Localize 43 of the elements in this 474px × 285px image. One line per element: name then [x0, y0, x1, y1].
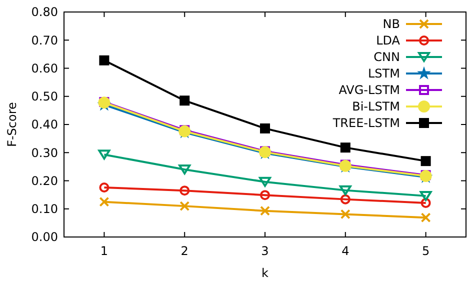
y-tick-label: 0.50 — [31, 90, 58, 104]
y-tick-label: 0.70 — [31, 33, 58, 48]
y-tick-label: 0.10 — [31, 202, 58, 216]
y-tick-label: 0.30 — [31, 146, 58, 160]
x-tick-label: 3 — [261, 244, 269, 258]
point — [260, 190, 270, 200]
point — [340, 194, 350, 204]
y-tick-label: 0.80 — [31, 5, 58, 20]
point — [178, 164, 191, 174]
point — [420, 156, 431, 166]
point — [340, 209, 350, 220]
point — [340, 142, 350, 153]
y-tick-label: 0.20 — [31, 174, 58, 188]
legend-label: CNN — [374, 50, 400, 64]
legend-label: AVG-LSTM — [338, 83, 400, 98]
point — [260, 206, 270, 216]
legend-label: LDA — [376, 34, 401, 48]
point — [99, 196, 110, 207]
x-axis-title: k — [262, 266, 269, 280]
legend-label: LSTM — [368, 66, 400, 81]
point — [260, 123, 270, 134]
x-tick-label: 5 — [422, 244, 430, 258]
legend-label: NB — [382, 17, 400, 32]
point — [99, 55, 110, 66]
point — [259, 176, 271, 187]
point — [180, 96, 190, 106]
legend-label: Bi-LSTM — [352, 100, 400, 114]
x-tick-label: 2 — [180, 244, 188, 258]
x-tick-label: 1 — [100, 244, 108, 258]
y-tick-label: 0.60 — [31, 61, 58, 76]
y-axis-title: F-Score — [5, 102, 19, 147]
point — [420, 190, 432, 201]
point — [420, 198, 431, 208]
point — [420, 212, 431, 223]
x-tick-label: 4 — [342, 244, 350, 258]
y-tick-label: 0.00 — [31, 230, 58, 244]
point — [180, 186, 190, 196]
point — [98, 150, 110, 160]
point — [99, 182, 110, 192]
point — [339, 185, 352, 196]
legend-label: TREE-LSTM — [332, 116, 400, 130]
point — [180, 201, 190, 212]
y-tick-label: 0.40 — [31, 118, 58, 132]
